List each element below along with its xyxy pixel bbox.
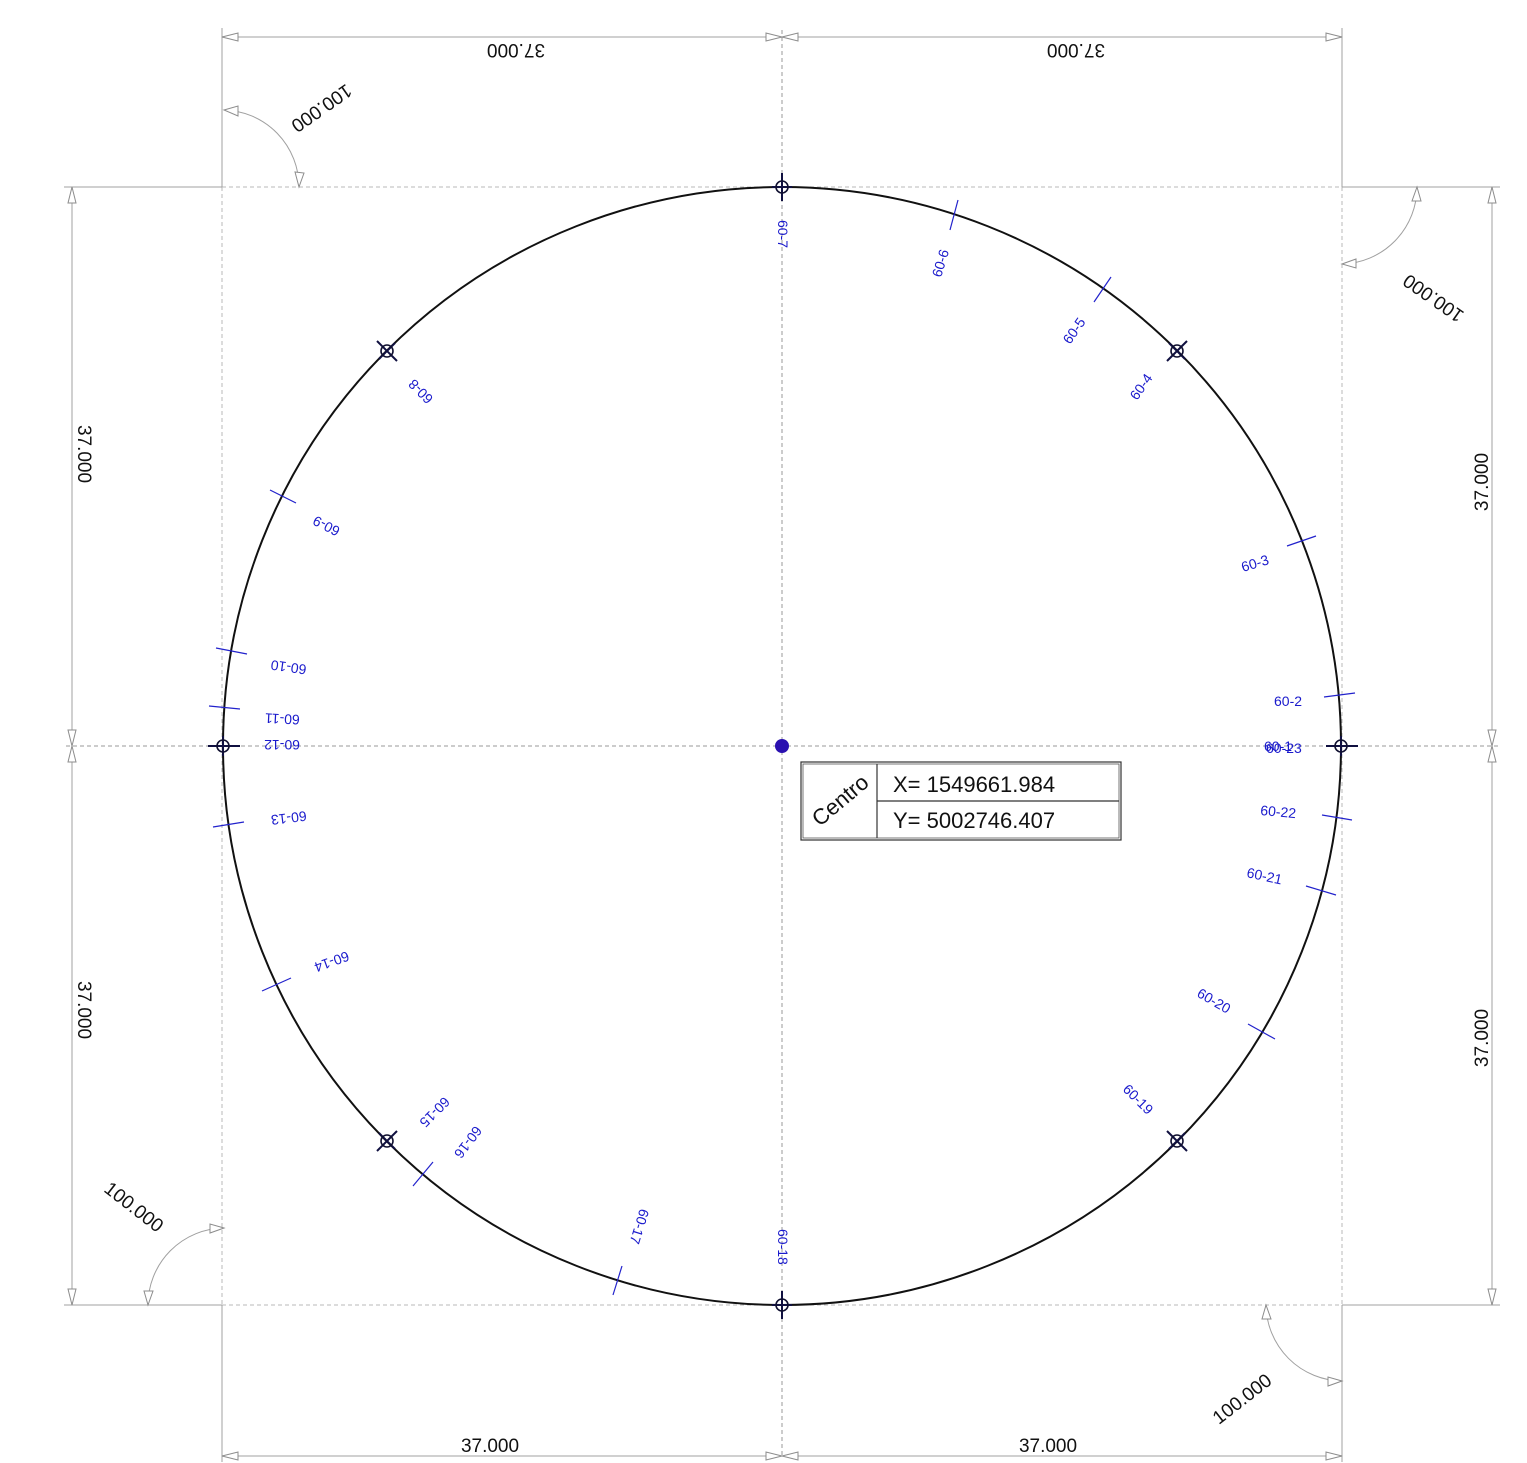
label-60-13: 60-13 [270,808,308,828]
label-60-14: 60-14 [312,948,351,975]
label-60-20: 60-20 [1195,985,1234,1017]
dim-right-upper: 37.000 [1472,453,1493,511]
label-60-16: 60-16 [451,1123,485,1161]
label-60-1: 60-1 [1264,738,1292,754]
label-60-5: 60-5 [1059,314,1088,346]
label-60-23: 60-23 [1266,740,1302,756]
center-point [775,739,789,753]
angle-bottom-right: 100.000 [1209,1370,1276,1429]
label-60-6: 60-6 [929,247,953,279]
vertex-marker-lower-left [376,1130,398,1152]
dim-bottom-left: 37.000 [461,1436,519,1457]
circle-ticks [208,199,1356,1296]
label-60-12: 60-12 [264,737,300,753]
angle-bottom-left: 100.000 [100,1178,167,1237]
dim-right-lower: 37.000 [1472,1009,1493,1067]
label-60-10: 60-10 [270,657,308,678]
label-60-19: 60-19 [1120,1081,1157,1118]
dimension-lines [64,28,1500,1462]
label-60-11: 60-11 [264,710,300,728]
dim-top-left: 37.000 [487,39,545,60]
angle-top-left: 100.000 [287,79,355,136]
vertex-marker-left [208,736,240,756]
vertex-marker-lower-right [1166,1130,1188,1152]
label-60-18: 60-18 [775,1229,791,1265]
dim-left-upper: 37.000 [73,425,94,483]
center-y-value: Y= 5002746.407 [893,808,1055,833]
vertex-marker-bottom [772,1291,792,1319]
label-60-4: 60-4 [1126,370,1155,402]
label-60-21: 60-21 [1245,864,1284,887]
dim-left-lower: 37.000 [73,981,94,1039]
dim-top-right: 37.000 [1047,39,1105,60]
vertex-marker-upper-right [1166,340,1188,362]
label-60-17: 60-17 [627,1207,653,1246]
vertex-marker-top [772,173,792,201]
center-coordinate-table: Centro X= 1549661.984 Y= 5002746.407 [800,761,1122,841]
angle-arcs [143,105,1422,1387]
vertex-marker-right [1326,736,1358,756]
label-60-7: 60-7 [775,220,791,248]
vertex-marker-upper-left [376,340,398,362]
vertex-markers [208,173,1358,1319]
angle-top-right: 100.000 [1400,269,1468,326]
dim-bottom-right: 37.000 [1019,1436,1077,1457]
label-60-2: 60-2 [1274,693,1302,709]
label-60-22: 60-22 [1260,802,1297,821]
label-60-15: 60-15 [416,1094,453,1131]
center-x-value: X= 1549661.984 [893,772,1055,797]
label-60-3: 60-3 [1239,551,1271,575]
label-60-9: 60-9 [310,513,342,540]
label-60-8: 60-8 [405,376,436,407]
